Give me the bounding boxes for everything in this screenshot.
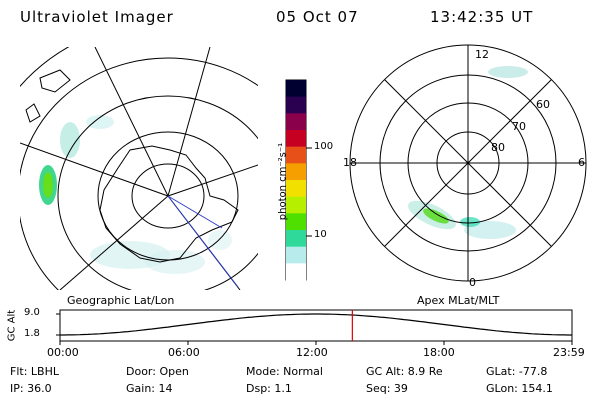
instrument-title: Ultraviolet Imager (20, 8, 174, 26)
altitude-curve (60, 313, 572, 336)
time-label: 13:42:35 UT (430, 8, 534, 26)
magnetic-polar-plot (349, 44, 587, 282)
fov-lines (167, 195, 239, 288)
mode-status: Mode: Normal (246, 365, 323, 378)
altitude-plot (56, 309, 573, 345)
colorbar (285, 79, 312, 281)
altitude-plot-frame (59, 309, 573, 342)
landmass-outline-2 (25, 103, 41, 123)
colorbar-cell (286, 230, 306, 248)
glat-status: GLat: -77.8 (486, 365, 548, 378)
date-label: 05 Oct 07 (276, 8, 359, 26)
aurora-emission-left (39, 115, 232, 274)
colorbar-cell (286, 180, 306, 198)
door-status: Door: Open (126, 365, 189, 378)
colorbar-cell (286, 130, 306, 148)
mlat-label-60: 60 (536, 98, 550, 111)
geographic-caption: Geographic Lat/Lon (67, 294, 175, 307)
colorbar-cell (286, 113, 306, 131)
mlt-label-12: 12 (475, 48, 489, 61)
colorbar-cell (286, 80, 306, 98)
colorbar-unit-label: photon cm⁻²s⁻¹ (277, 142, 289, 221)
colorbar-cell (286, 163, 306, 181)
ip-status: IP: 36.0 (10, 382, 52, 395)
colorbar-cell (286, 246, 306, 264)
geographic-map (20, 47, 258, 290)
mlat-label-80: 80 (491, 141, 505, 154)
time-tick-0600: 06:00 (168, 346, 200, 359)
time-tick-1200: 12:00 (296, 346, 328, 359)
colorbar-cell (286, 196, 306, 214)
altitude-ytick-9: 9.0 (24, 307, 40, 318)
seq-status: Seq: 39 (366, 382, 408, 395)
antarctica-coastline (99, 145, 239, 263)
mlt-lines (350, 45, 586, 281)
time-tick-0000: 00:00 (47, 346, 79, 359)
glon-status: GLon: 154.1 (486, 382, 553, 395)
dsp-status: Dsp: 1.1 (246, 382, 292, 395)
colorbar-label-10: 10 (314, 229, 327, 240)
time-tick-1800: 18:00 (423, 346, 455, 359)
aurora-emission-right (408, 66, 528, 239)
altitude-ytick-1-8: 1.8 (24, 328, 40, 339)
colorbar-cell (286, 96, 306, 114)
landmass-outline (39, 69, 71, 93)
mlat-label-70: 70 (512, 120, 526, 133)
colorbar-cell (286, 146, 306, 164)
colorbar-cell (286, 263, 306, 281)
colorbar-cell (286, 213, 306, 231)
mlt-label-6: 6 (578, 156, 585, 169)
mlt-label-0: 0 (469, 276, 476, 289)
time-tick-2359: 23:59 (553, 346, 585, 359)
magnetic-caption: Apex MLat/MLT (417, 294, 500, 307)
gc-alt-status: GC Alt: 8.9 Re (366, 365, 443, 378)
mlt-label-18: 18 (343, 156, 357, 169)
altitude-ylabel: GC Alt (6, 309, 18, 342)
filter-status: Flt: LBHL (10, 365, 59, 378)
gain-status: Gain: 14 (126, 382, 173, 395)
colorbar-label-100: 100 (314, 141, 334, 152)
